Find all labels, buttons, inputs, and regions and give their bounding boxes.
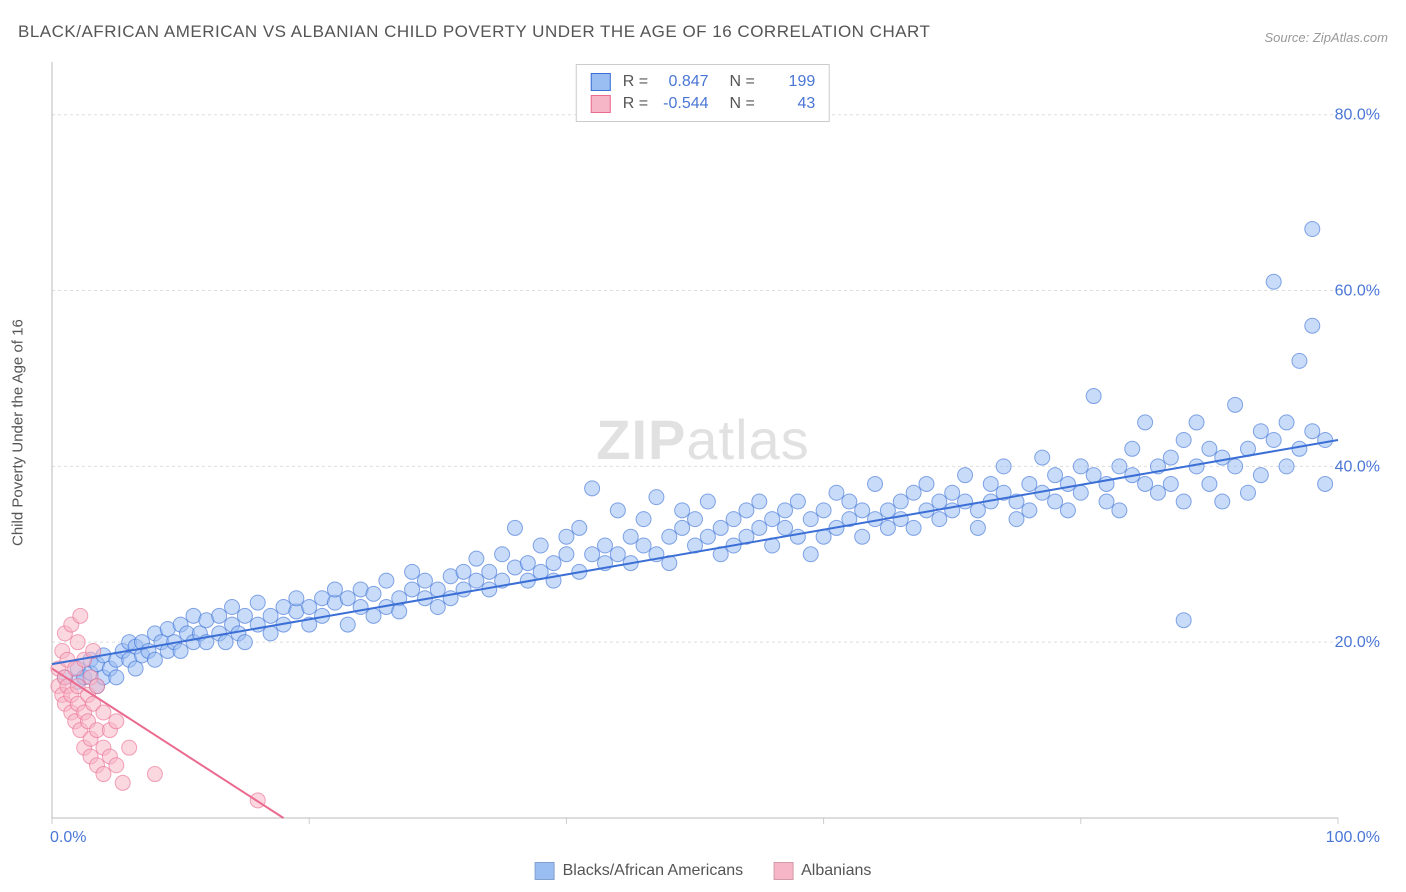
legend-swatch <box>535 862 555 880</box>
legend-row: R = -0.544 N = 43 <box>591 93 815 115</box>
legend-swatch <box>773 862 793 880</box>
series-label: Albanians <box>801 862 871 880</box>
y-axis-label: Child Poverty Under the Age of 16 <box>10 319 27 546</box>
scatter-chart-svg: 20.0% 40.0% 60.0% 80.0% 0.0% 100.0% <box>48 58 1388 848</box>
legend-swatch <box>591 95 611 113</box>
legend-n: N = 43 <box>721 95 816 113</box>
svg-text:20.0%: 20.0% <box>1335 634 1380 651</box>
svg-text:80.0%: 80.0% <box>1335 107 1380 124</box>
source-attribution: Source: ZipAtlas.com <box>1264 30 1388 45</box>
series-legend-item: Blacks/African Americans <box>535 862 744 880</box>
series-legend-item: Albanians <box>773 862 871 880</box>
svg-text:100.0%: 100.0% <box>1326 829 1380 846</box>
legend-n: N = 199 <box>721 73 816 91</box>
svg-text:0.0%: 0.0% <box>50 829 86 846</box>
series-label: Blacks/African Americans <box>563 862 744 880</box>
correlation-legend: R = 0.847 N = 199R = -0.544 N = 43 <box>576 64 830 122</box>
series-legend: Blacks/African Americans Albanians <box>535 862 872 880</box>
svg-text:40.0%: 40.0% <box>1335 458 1380 475</box>
chart-area: 20.0% 40.0% 60.0% 80.0% 0.0% 100.0% <box>48 58 1388 848</box>
svg-text:60.0%: 60.0% <box>1335 283 1380 300</box>
legend-r: R = -0.544 <box>623 95 709 113</box>
legend-row: R = 0.847 N = 199 <box>591 71 815 93</box>
legend-swatch <box>591 73 611 91</box>
legend-r: R = 0.847 <box>623 73 709 91</box>
chart-title: BLACK/AFRICAN AMERICAN VS ALBANIAN CHILD… <box>18 22 930 42</box>
